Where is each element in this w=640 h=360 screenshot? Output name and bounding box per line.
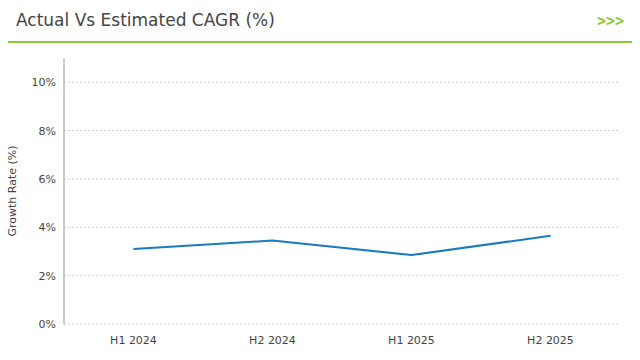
chart-title: Actual Vs Estimated CAGR (%) — [16, 10, 275, 30]
y-tick-label: 0% — [39, 318, 56, 331]
grid-line — [64, 324, 620, 325]
plot-area — [134, 236, 551, 255]
chart-svg: Actual Vs Estimated CAGR (%) >>> 0% 2% 4% 6% 8… — [0, 0, 640, 360]
x-tick-label: H2 2024 — [249, 334, 296, 347]
grid-line — [64, 130, 620, 131]
y-axis-line — [64, 58, 65, 324]
header-separator — [8, 41, 632, 43]
chart-container: Actual Vs Estimated CAGR (%) >>> 0% 2% 4% 6% 8… — [0, 0, 640, 360]
y-axis-label: Growth Rate (%) — [6, 145, 19, 236]
grid-line — [64, 82, 620, 83]
grid-line — [64, 227, 620, 228]
y-tick-label: 4% — [39, 221, 56, 234]
y-tick-label: 2% — [39, 270, 56, 283]
y-axis: 0% 2% 4% 6% 8% 10% — [32, 76, 56, 331]
grid-line — [64, 178, 620, 179]
y-tick-label: 10% — [32, 76, 56, 89]
data-line — [134, 236, 551, 255]
annotation: >>> — [597, 12, 624, 30]
y-tick-label: 8% — [39, 125, 56, 138]
x-tick-label: H1 2024 — [110, 334, 157, 347]
x-tick-label: H2 2025 — [527, 334, 574, 347]
x-tick-label: H1 2025 — [388, 334, 435, 347]
y-tick-label: 6% — [39, 173, 56, 186]
y-grid — [64, 82, 620, 324]
x-axis: H1 2024 H2 2024 H1 2025 H2 2025 — [110, 334, 574, 347]
grid-line — [64, 275, 620, 276]
